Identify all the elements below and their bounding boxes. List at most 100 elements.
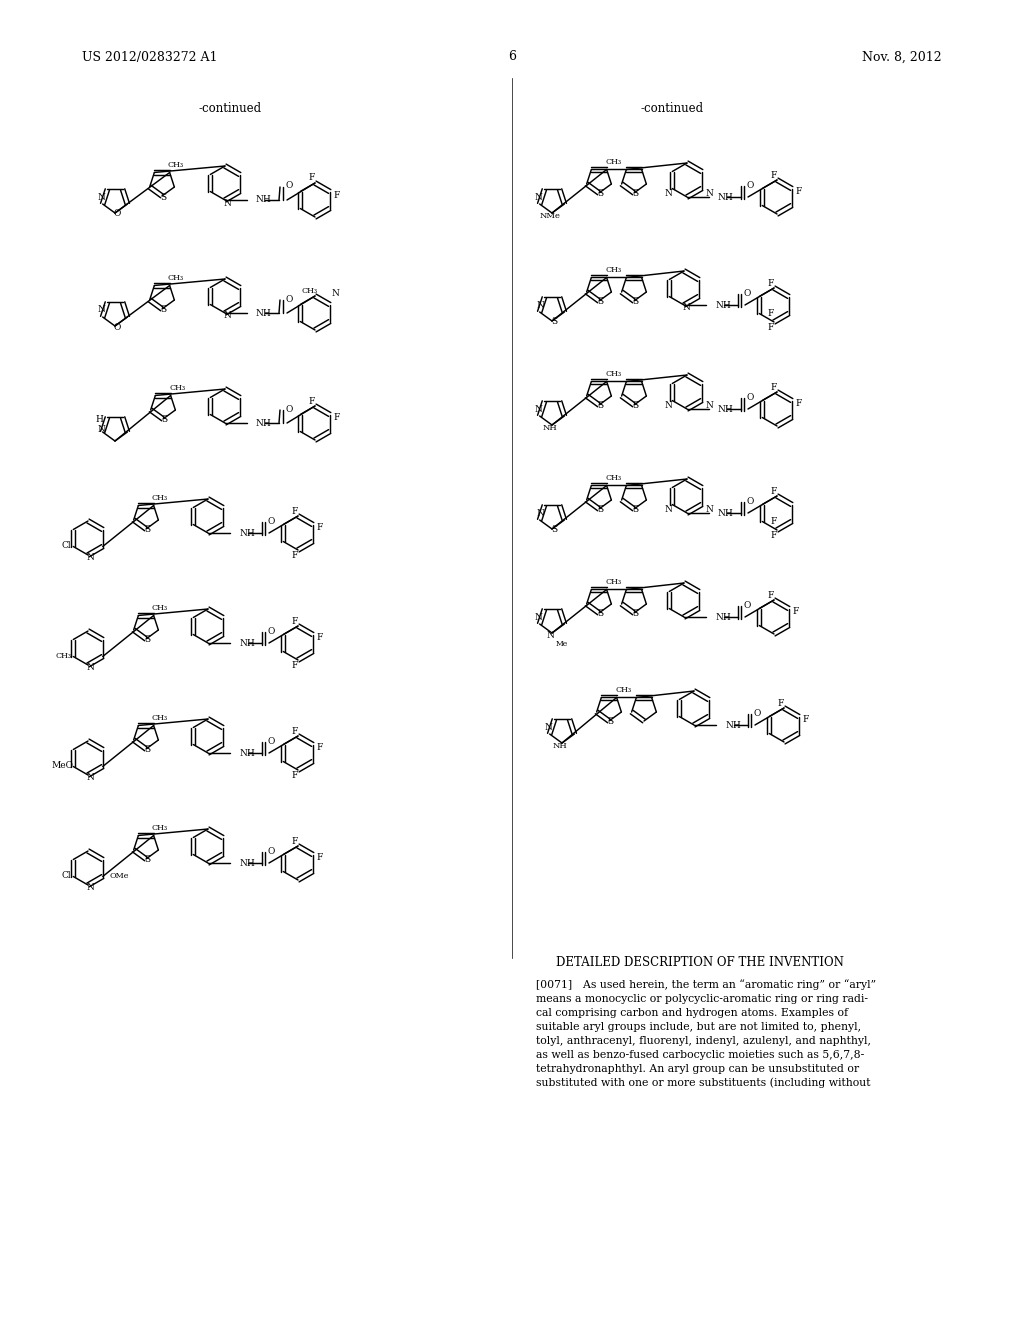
Text: NH: NH — [715, 301, 731, 309]
Text: N: N — [97, 425, 104, 434]
Text: NH: NH — [715, 612, 731, 622]
Text: F: F — [292, 726, 298, 735]
Text: CH₃: CH₃ — [152, 605, 168, 612]
Text: N: N — [664, 400, 672, 409]
Text: CH₃: CH₃ — [152, 824, 168, 832]
Text: N: N — [706, 504, 713, 513]
Text: Nov. 8, 2012: Nov. 8, 2012 — [862, 50, 942, 63]
Text: CH₃: CH₃ — [152, 714, 168, 722]
Text: as well as benzo-fused carbocyclic moieties such as 5,6,7,8-: as well as benzo-fused carbocyclic moiet… — [536, 1049, 864, 1060]
Text: F: F — [316, 743, 324, 752]
Text: S: S — [597, 190, 603, 198]
Text: N: N — [706, 400, 713, 409]
Text: N: N — [706, 189, 713, 198]
Text: H: H — [95, 416, 103, 425]
Text: F: F — [292, 550, 298, 560]
Text: S: S — [144, 635, 151, 644]
Text: NH: NH — [543, 424, 557, 432]
Text: S: S — [632, 297, 638, 306]
Text: F: F — [334, 190, 340, 199]
Text: N: N — [223, 198, 231, 207]
Text: F: F — [309, 396, 315, 405]
Text: F: F — [292, 660, 298, 669]
Text: US 2012/0283272 A1: US 2012/0283272 A1 — [82, 50, 217, 63]
Text: F: F — [292, 507, 298, 516]
Text: CH₃: CH₃ — [302, 286, 318, 294]
Text: MeO: MeO — [51, 762, 73, 771]
Text: N: N — [86, 664, 94, 672]
Text: CH₃: CH₃ — [152, 494, 168, 502]
Text: N: N — [223, 312, 231, 321]
Text: NH: NH — [239, 748, 255, 758]
Text: F: F — [796, 400, 802, 408]
Text: O: O — [267, 516, 274, 525]
Text: NH: NH — [718, 508, 734, 517]
Text: S: S — [632, 190, 638, 198]
Text: suitable aryl groups include, but are not limited to, phenyl,: suitable aryl groups include, but are no… — [536, 1022, 861, 1032]
Text: N: N — [536, 301, 544, 309]
Text: F: F — [793, 607, 799, 616]
Text: F: F — [292, 771, 298, 780]
Text: Me: Me — [556, 640, 568, 648]
Text: NH: NH — [239, 858, 255, 867]
Text: CH₃: CH₃ — [605, 267, 622, 275]
Text: S: S — [160, 305, 166, 314]
Text: F: F — [803, 715, 809, 725]
Text: N: N — [86, 883, 94, 892]
Text: F: F — [316, 524, 324, 532]
Text: F: F — [771, 383, 777, 392]
Text: -continued: -continued — [640, 102, 703, 115]
Text: S: S — [551, 525, 557, 535]
Text: S: S — [632, 610, 638, 619]
Text: DETAILED DESCRIPTION OF THE INVENTION: DETAILED DESCRIPTION OF THE INVENTION — [556, 956, 844, 969]
Text: CH₃: CH₃ — [168, 275, 184, 282]
Text: CH₃: CH₃ — [605, 158, 622, 166]
Text: S: S — [632, 506, 638, 515]
Text: N: N — [535, 612, 542, 622]
Text: 6: 6 — [508, 50, 516, 63]
Text: F: F — [768, 590, 774, 599]
Text: O: O — [114, 210, 121, 219]
Text: O: O — [286, 181, 293, 190]
Text: substituted with one or more substituents (including without: substituted with one or more substituent… — [536, 1077, 870, 1088]
Text: CH₃: CH₃ — [169, 384, 185, 392]
Text: Cl: Cl — [61, 541, 71, 550]
Text: F: F — [771, 516, 777, 525]
Text: N: N — [536, 508, 544, 517]
Text: S: S — [160, 193, 166, 202]
Text: O: O — [746, 496, 754, 506]
Text: N: N — [97, 305, 104, 314]
Text: O: O — [754, 709, 761, 718]
Text: F: F — [292, 837, 298, 846]
Text: S: S — [144, 855, 151, 865]
Text: N: N — [664, 504, 672, 513]
Text: NH: NH — [239, 639, 255, 648]
Text: O: O — [746, 181, 754, 190]
Text: F: F — [316, 634, 324, 643]
Text: NMe: NMe — [540, 213, 560, 220]
Text: N: N — [86, 553, 94, 562]
Text: S: S — [597, 610, 603, 619]
Text: NH: NH — [718, 193, 734, 202]
Text: NH: NH — [256, 309, 271, 318]
Text: CH₃: CH₃ — [615, 686, 631, 694]
Text: tetrahydronaphthyl. An aryl group can be unsubstituted or: tetrahydronaphthyl. An aryl group can be… — [536, 1064, 859, 1074]
Text: S: S — [597, 506, 603, 515]
Text: O: O — [267, 846, 274, 855]
Text: O: O — [743, 601, 751, 610]
Text: NH: NH — [553, 742, 567, 750]
Text: NH: NH — [718, 404, 734, 413]
Text: [0071] As used herein, the term an “aromatic ring” or “aryl”: [0071] As used herein, the term an “arom… — [536, 979, 877, 990]
Text: O: O — [286, 294, 293, 304]
Text: N: N — [544, 722, 552, 731]
Text: Cl: Cl — [61, 871, 71, 880]
Text: N: N — [682, 304, 690, 313]
Text: F: F — [768, 309, 774, 318]
Text: CH₃: CH₃ — [56, 652, 72, 660]
Text: N: N — [331, 289, 339, 297]
Text: F: F — [768, 279, 774, 288]
Text: NH: NH — [256, 195, 271, 205]
Text: tolyl, anthracenyl, fluorenyl, indenyl, azulenyl, and naphthyl,: tolyl, anthracenyl, fluorenyl, indenyl, … — [536, 1036, 871, 1045]
Text: CH₃: CH₃ — [605, 578, 622, 586]
Text: N: N — [535, 193, 542, 202]
